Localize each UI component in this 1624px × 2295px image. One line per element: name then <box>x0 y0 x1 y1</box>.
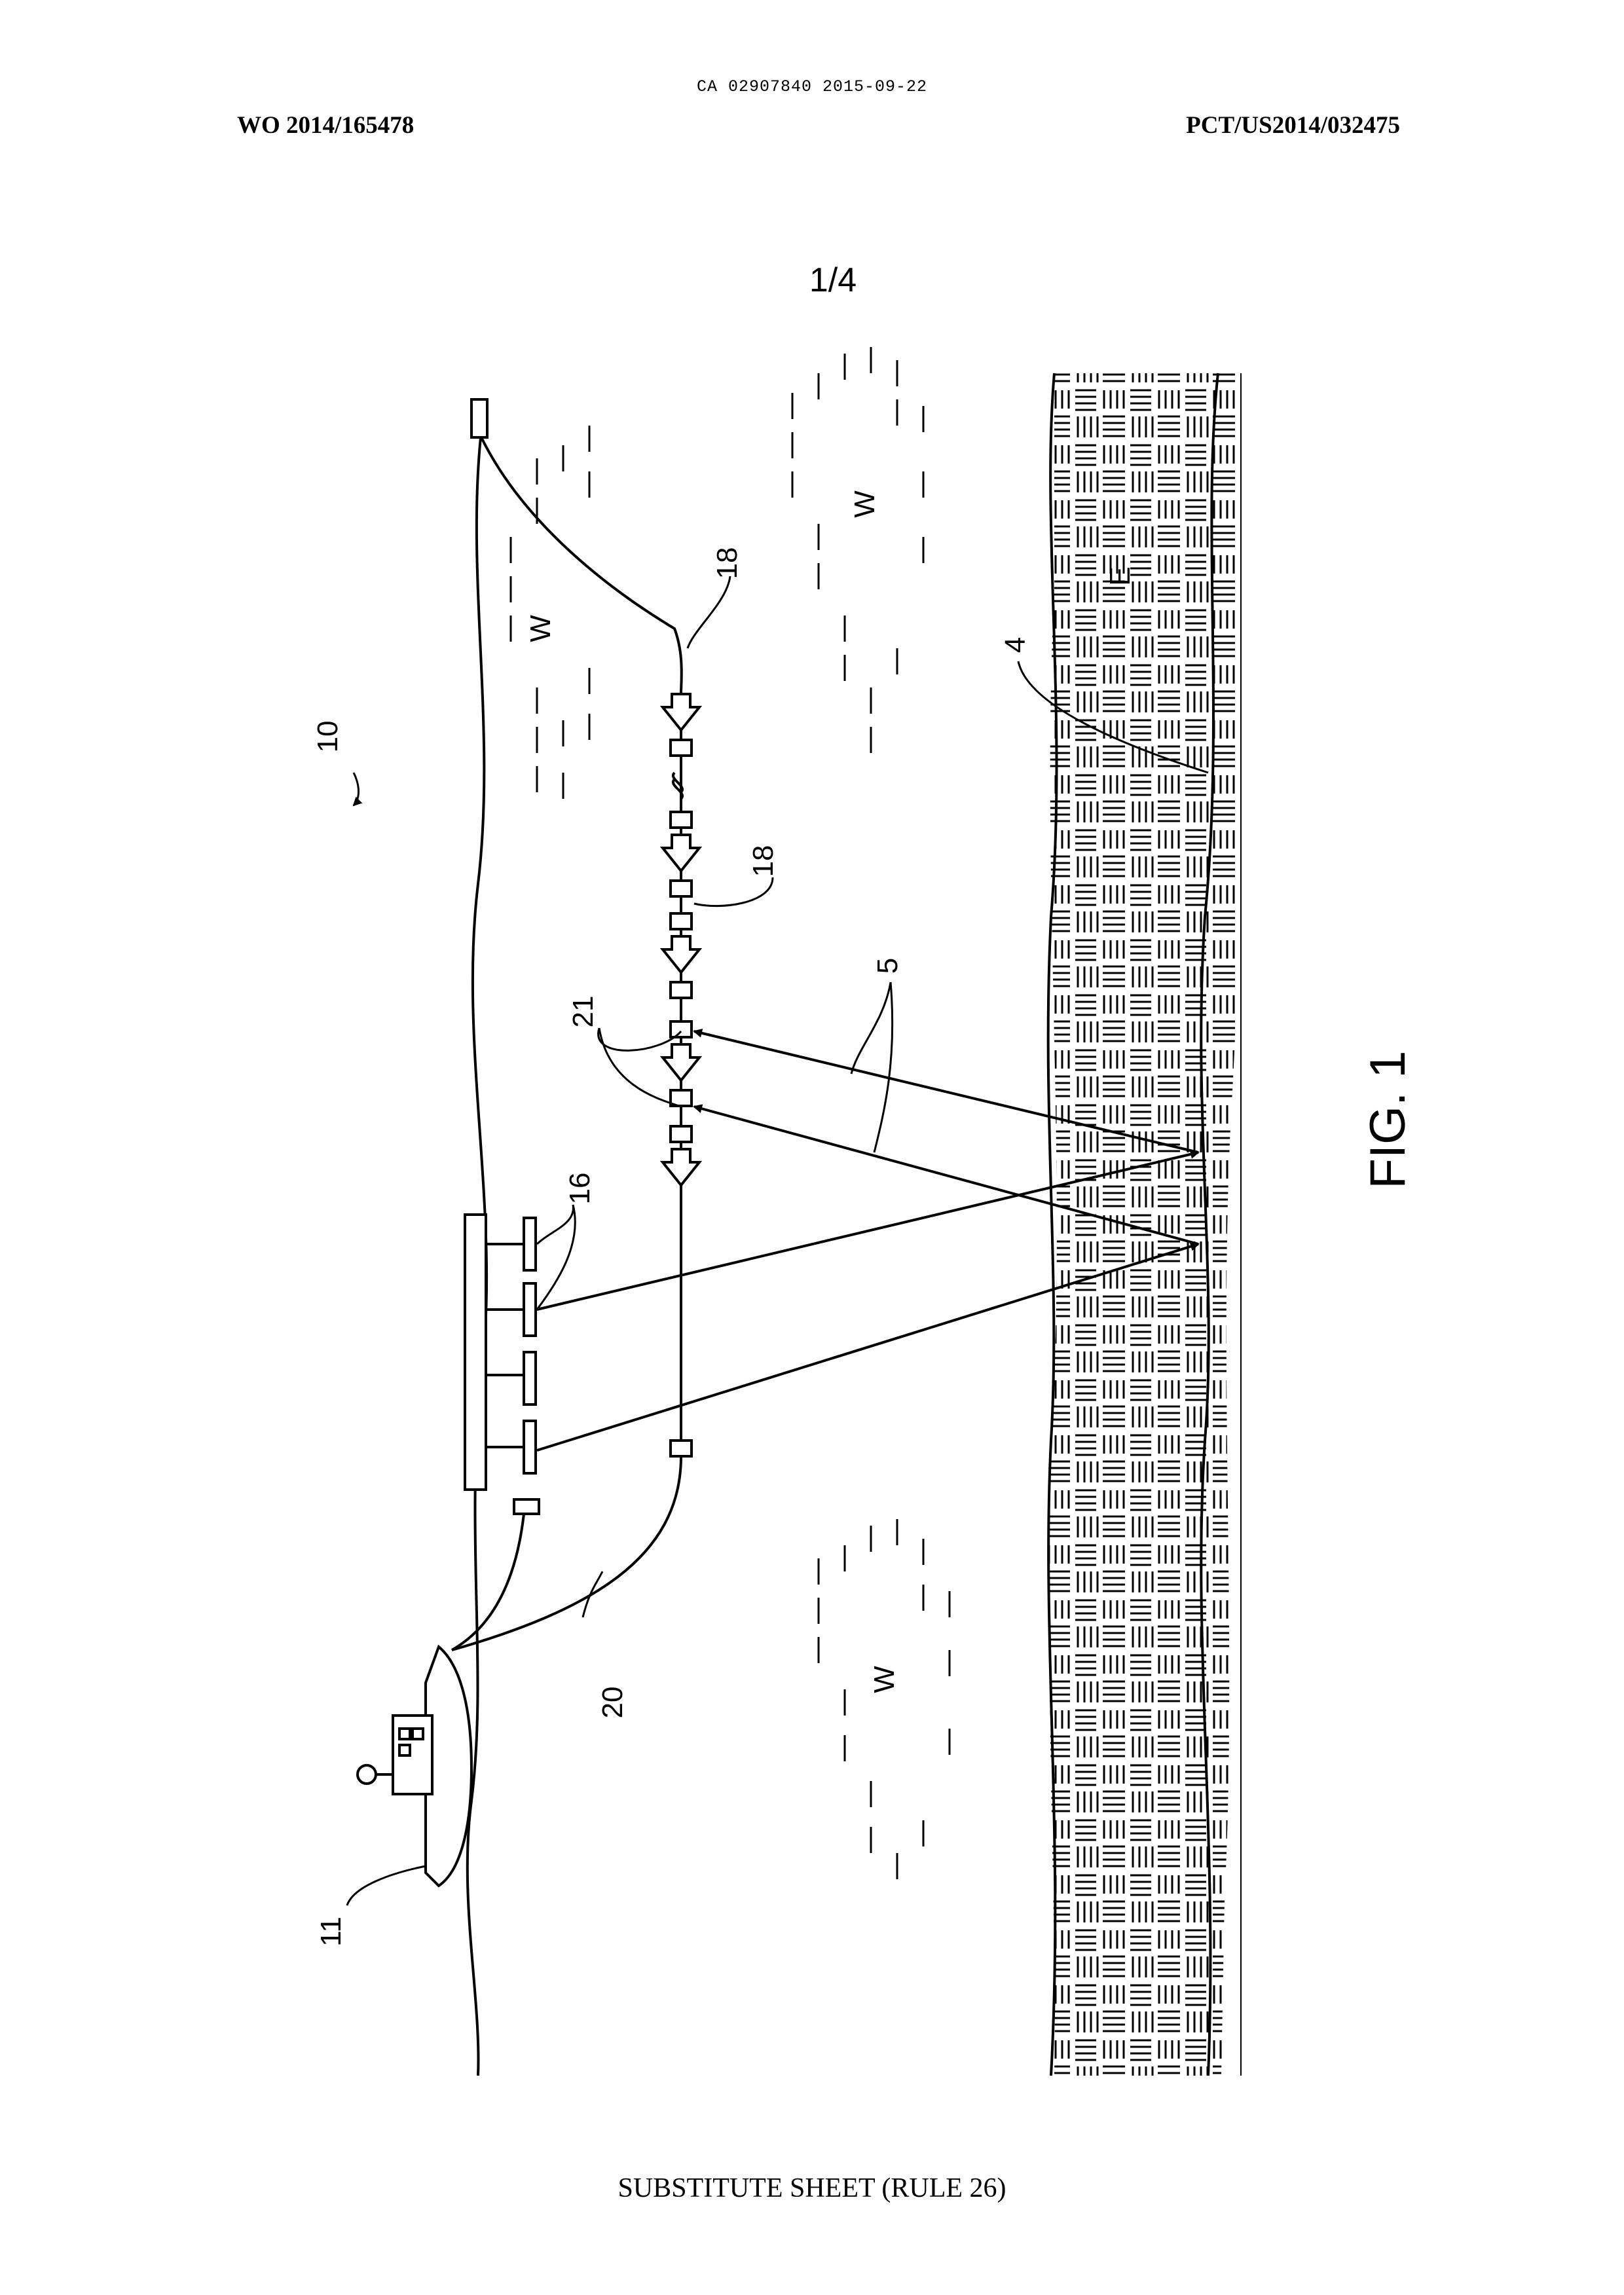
label-water-2: W <box>849 490 881 518</box>
label-earth-E: E <box>1104 566 1136 585</box>
vessel <box>358 1647 471 1886</box>
label-cable-20: 20 <box>597 1687 629 1719</box>
figure-title: FIG. 1 <box>1360 1050 1416 1188</box>
source-array <box>465 1215 539 1514</box>
label-sources-16: 16 <box>564 1173 596 1205</box>
label-system-10: 10 <box>312 721 344 753</box>
tail-buoy <box>471 399 487 437</box>
label-reflector-4: 4 <box>999 637 1031 653</box>
sheet-number: 1/4 <box>809 261 857 299</box>
footer-substitute-sheet: SUBSTITUTE SHEET (RULE 26) <box>0 2173 1624 2204</box>
label-receivers-21: 21 <box>567 996 599 1028</box>
label-streamer-18-middle: 18 <box>747 845 779 877</box>
label-water-1: W <box>525 615 557 642</box>
streamer <box>663 694 699 1456</box>
label-water-3: W <box>868 1666 900 1693</box>
label-streamer-18-upper: 18 <box>711 547 743 579</box>
label-rays-5: 5 <box>872 958 904 974</box>
label-vessel-11: 11 <box>315 1917 347 1947</box>
lead-in-cable <box>481 437 682 694</box>
